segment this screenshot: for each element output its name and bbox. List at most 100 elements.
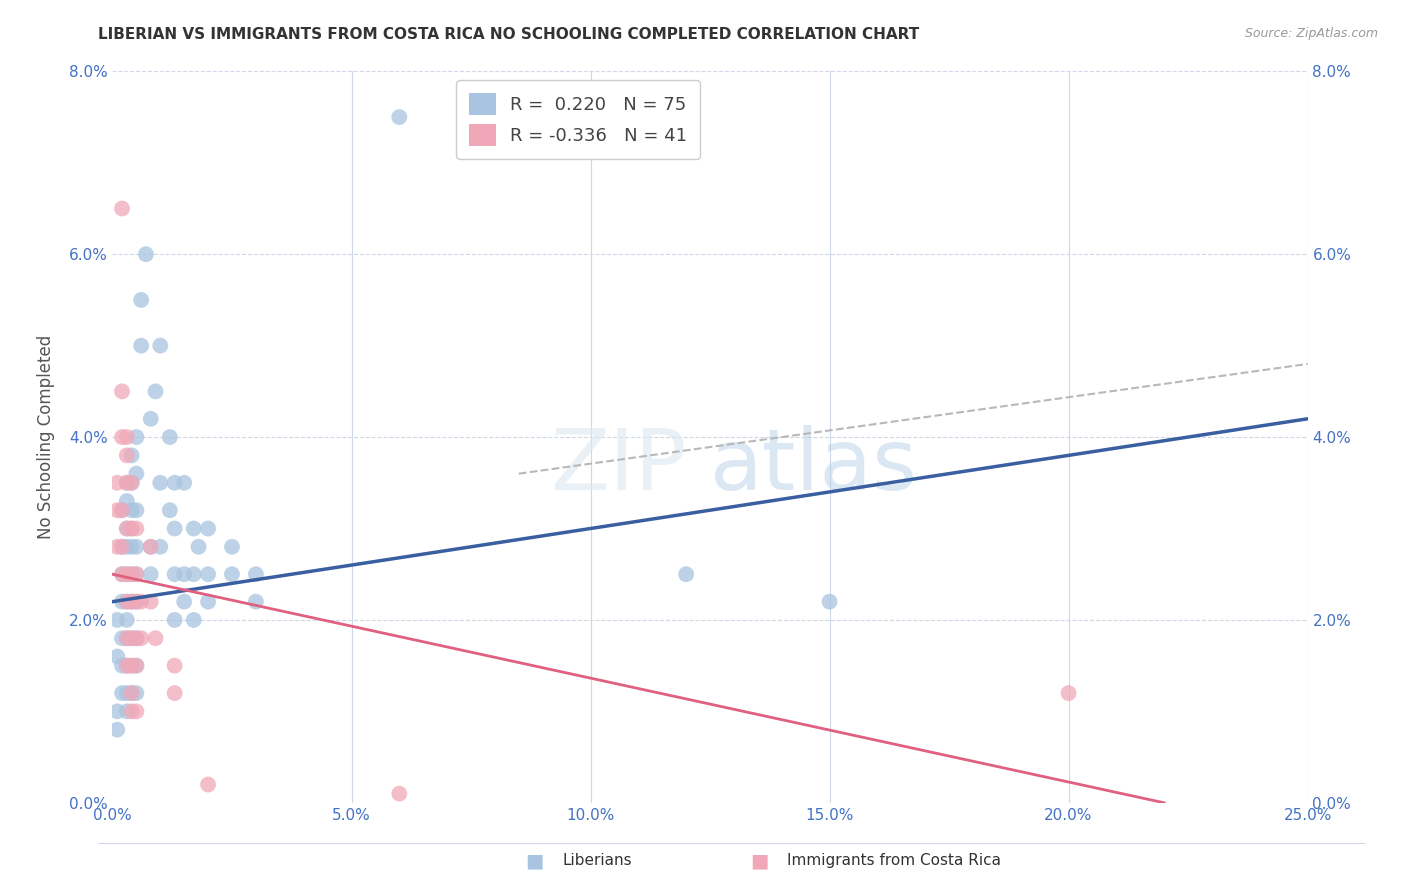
Point [1057, 686, 1080, 700]
Point [125, 540, 148, 554]
Point [245, 595, 267, 609]
Text: Immigrants from Costa Rica: Immigrants from Costa Rica [787, 854, 1001, 868]
Text: LIBERIAN VS IMMIGRANTS FROM COSTA RICA NO SCHOOLING COMPLETED CORRELATION CHART: LIBERIAN VS IMMIGRANTS FROM COSTA RICA N… [98, 27, 920, 42]
Text: ■: ■ [749, 851, 769, 871]
Text: atlas: atlas [710, 425, 918, 508]
Point [111, 686, 134, 700]
Text: ZIP: ZIP [550, 425, 686, 508]
Point [115, 686, 138, 700]
Point [121, 521, 143, 535]
Point [115, 567, 138, 582]
Text: Liberians: Liberians [562, 854, 633, 868]
Point [173, 595, 195, 609]
Point [125, 567, 148, 582]
Point [125, 705, 148, 719]
Point [111, 503, 134, 517]
Point [115, 595, 138, 609]
Point [159, 503, 181, 517]
Point [111, 540, 134, 554]
Point [111, 632, 134, 646]
Point [111, 503, 134, 517]
Point [125, 658, 148, 673]
Point [183, 613, 205, 627]
Point [125, 595, 148, 609]
Point [125, 567, 148, 582]
Point [115, 540, 138, 554]
Point [139, 567, 162, 582]
Point [115, 475, 138, 490]
Point [111, 540, 134, 554]
Point [125, 658, 148, 673]
Point [111, 384, 134, 399]
Point [183, 521, 205, 535]
Point [818, 595, 841, 609]
Point [125, 595, 148, 609]
Point [105, 613, 128, 627]
Point [121, 632, 143, 646]
Point [163, 613, 186, 627]
Point [221, 540, 243, 554]
Point [115, 449, 138, 463]
Point [111, 567, 134, 582]
Point [121, 595, 143, 609]
Point [139, 412, 162, 426]
Point [173, 567, 195, 582]
Point [139, 595, 162, 609]
Point [111, 658, 134, 673]
Point [121, 449, 143, 463]
Point [121, 686, 143, 700]
Point [125, 430, 148, 444]
Text: Source: ZipAtlas.com: Source: ZipAtlas.com [1244, 27, 1378, 40]
Point [121, 658, 143, 673]
Point [121, 567, 143, 582]
Point [135, 247, 157, 261]
Point [149, 338, 172, 352]
Point [125, 686, 148, 700]
Point [105, 503, 128, 517]
Point [115, 613, 138, 627]
Point [129, 595, 152, 609]
Point [125, 521, 148, 535]
Point [163, 475, 186, 490]
Point [121, 475, 143, 490]
Text: ■: ■ [524, 851, 544, 871]
Point [115, 567, 138, 582]
Point [121, 658, 143, 673]
Point [121, 475, 143, 490]
Point [245, 567, 267, 582]
Point [183, 567, 205, 582]
Point [125, 632, 148, 646]
Point [125, 503, 148, 517]
Point [115, 475, 138, 490]
Point [111, 202, 134, 216]
Point [388, 787, 411, 801]
Point [675, 567, 697, 582]
Point [115, 595, 138, 609]
Point [139, 540, 162, 554]
Point [115, 705, 138, 719]
Point [125, 467, 148, 481]
Point [221, 567, 243, 582]
Point [121, 686, 143, 700]
Point [187, 540, 209, 554]
Point [145, 384, 167, 399]
Point [115, 521, 138, 535]
Point [121, 595, 143, 609]
Point [129, 338, 152, 352]
Point [111, 430, 134, 444]
Point [115, 632, 138, 646]
Point [163, 521, 186, 535]
Point [159, 430, 181, 444]
Point [121, 632, 143, 646]
Point [121, 540, 143, 554]
Point [163, 658, 186, 673]
Point [105, 723, 128, 737]
Point [149, 540, 172, 554]
Point [111, 567, 134, 582]
Legend: R =  0.220   N = 75, R = -0.336   N = 41: R = 0.220 N = 75, R = -0.336 N = 41 [456, 80, 700, 159]
Point [197, 521, 219, 535]
Point [105, 540, 128, 554]
Point [149, 475, 172, 490]
Y-axis label: No Schooling Completed: No Schooling Completed [37, 335, 55, 539]
Point [197, 778, 219, 792]
